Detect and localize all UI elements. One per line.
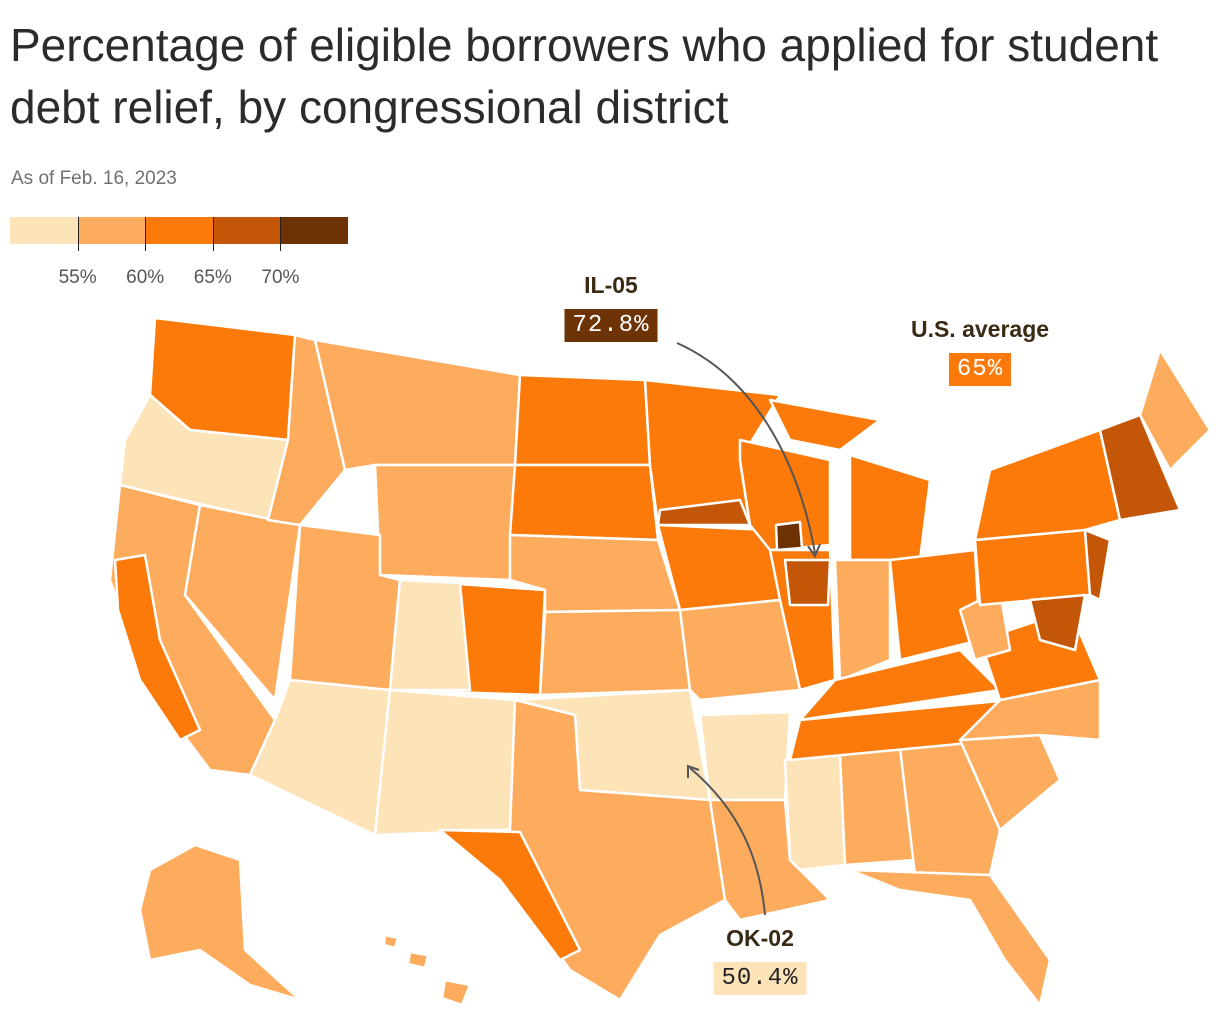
legend-tick-label-60: 60%	[126, 267, 165, 288]
legend-swatch-2	[77, 217, 146, 244]
region-il05-district	[774, 520, 804, 552]
region-new-jersey	[1083, 528, 1112, 602]
arrow-il05-head	[807, 543, 821, 559]
region-north-dakota	[513, 373, 652, 467]
callout-arrows	[676, 342, 821, 916]
region-hawaii-3	[440, 978, 472, 1007]
region-colorado-west	[388, 578, 472, 692]
arrow-il05	[676, 342, 816, 554]
region-montana	[313, 338, 522, 472]
legend-tick-label-65: 65%	[193, 267, 232, 288]
region-michigan-upper	[768, 398, 882, 452]
callout-il05-district: IL-05	[584, 272, 638, 298]
region-south-dakota	[508, 463, 660, 542]
chart-subtitle: As of Feb. 16, 2023	[11, 168, 177, 189]
callout-il05: IL-05 72.8%	[564, 272, 658, 342]
map-regions	[108, 316, 1212, 1007]
legend-tick-4	[280, 217, 282, 251]
region-new-mexico	[373, 688, 517, 837]
callout-ok02-value: 50.4%	[713, 962, 807, 995]
callout-ok02: OK-02 50.4%	[713, 925, 807, 995]
region-arkansas	[698, 710, 792, 802]
region-mississippi	[783, 753, 847, 872]
region-new-york	[973, 428, 1122, 542]
region-missouri	[678, 598, 802, 702]
legend-tick-1	[77, 217, 79, 251]
region-hawaii-1	[382, 933, 400, 950]
legend-tick-label-55: 55%	[58, 267, 97, 288]
region-alaska	[138, 843, 302, 1002]
callout-us-average-label: U.S. average	[910, 316, 1050, 342]
callout-us-average: U.S. average 65%	[911, 316, 1049, 386]
chart-title: Percentage of eligible borrowers who app…	[10, 19, 1159, 133]
legend-tick-label-70: 70%	[261, 267, 300, 288]
region-michigan	[848, 453, 932, 562]
region-maine	[1138, 348, 1212, 472]
legend-bar	[10, 217, 348, 244]
legend-swatch-1	[10, 217, 78, 244]
region-arizona	[248, 678, 392, 837]
region-ohio	[888, 548, 982, 662]
region-indiana	[833, 558, 892, 682]
legend-swatch-4	[212, 217, 281, 244]
region-new-england	[1098, 413, 1182, 522]
region-florida	[848, 868, 1052, 1007]
region-pennsylvania	[973, 528, 1092, 607]
region-texas-west	[438, 828, 582, 962]
callout-il05-value: 72.8%	[564, 309, 658, 342]
region-wyoming	[373, 463, 517, 582]
callout-us-average-value: 65%	[948, 353, 1012, 386]
legend-swatch-3	[145, 217, 213, 244]
legend-swatch-5	[280, 217, 348, 244]
region-california-coast-districts	[113, 553, 202, 742]
callout-ok02-district: OK-02	[726, 925, 794, 951]
region-illinois-chicago	[783, 558, 832, 607]
legend-tick-3	[212, 217, 214, 251]
color-legend: 55% 60% 65% 70%	[10, 217, 350, 288]
region-kansas	[538, 608, 692, 697]
region-maryland-dc	[1028, 593, 1087, 652]
region-hawaii-2	[406, 950, 430, 970]
arrow-ok02	[689, 767, 766, 916]
legend-tick-2	[145, 217, 147, 251]
region-nevada	[183, 503, 302, 702]
arrow-ok02-head	[687, 764, 700, 778]
